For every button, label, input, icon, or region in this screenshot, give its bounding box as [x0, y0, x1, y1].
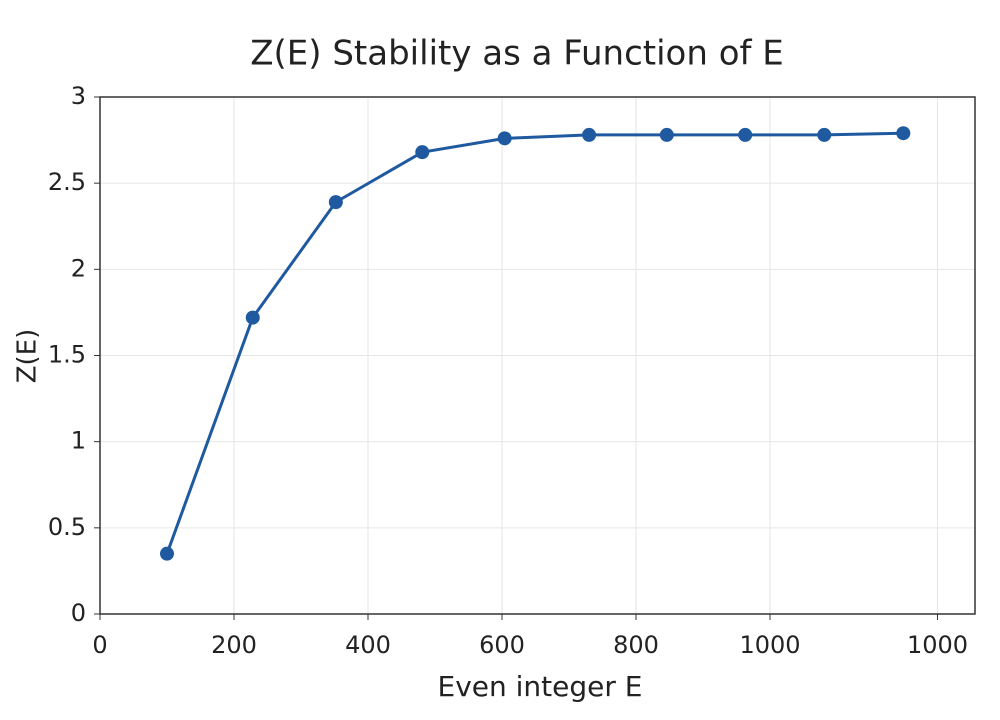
x-tick-label: 0	[92, 631, 107, 659]
y-tick-label: 0.5	[48, 513, 86, 541]
x-tick-label: 1000	[907, 631, 968, 659]
data-point	[497, 131, 512, 146]
y-tick-label: 3	[71, 82, 86, 110]
y-axis-label: Z(E)	[13, 329, 43, 384]
y-tick-label: 2	[71, 254, 86, 282]
x-tick-label: 600	[479, 631, 525, 659]
plot-frame	[99, 96, 976, 615]
x-tick-label: 200	[211, 631, 257, 659]
x-tick-label: 1000	[739, 631, 800, 659]
chart-title: Z(E) Stability as a Function of E	[250, 34, 784, 74]
data-line	[165, 131, 904, 555]
data-point	[659, 127, 674, 142]
data-point	[159, 546, 174, 561]
data-point	[328, 195, 343, 210]
y-tick-label: 1	[71, 427, 86, 455]
y-tick-label: 2.5	[48, 168, 86, 196]
x-tick-label: 400	[345, 631, 391, 659]
x-tick-label: 800	[613, 631, 659, 659]
data-point	[896, 126, 911, 141]
x-axis-label: Even integer E	[438, 670, 643, 703]
data-point	[817, 127, 832, 142]
data-point	[245, 310, 260, 325]
y-tick-label: 1.5	[48, 341, 86, 369]
data-point	[582, 127, 597, 142]
data-point	[415, 145, 430, 160]
y-tick-label: 0	[71, 599, 86, 627]
data-point	[738, 127, 753, 142]
